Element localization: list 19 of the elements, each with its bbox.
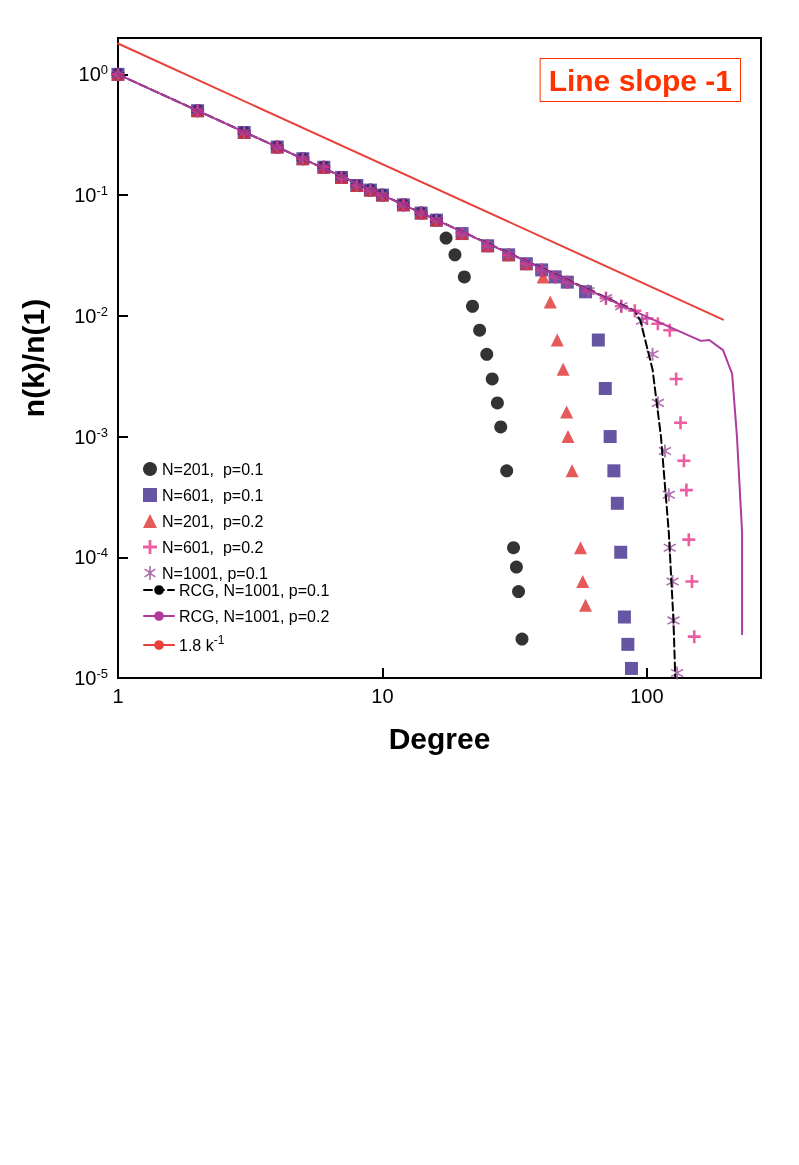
legend-label: RCG, N=1001, p=0.1: [179, 581, 330, 599]
legend-label: N=601, p=0.2: [162, 538, 264, 556]
y-tick-label: 10$^{0}$: [78, 61, 108, 86]
y-tick-label: 10$^{-1}$: [74, 182, 108, 207]
y-tick-label: 10$^{-5}$: [74, 665, 108, 689]
legend-label: RCG, N=1001, p=0.2: [179, 607, 330, 625]
annotation: Line slope -1: [548, 63, 733, 97]
legend-label: N=601, p=0.1: [162, 486, 264, 504]
x-axis-title: Degree: [388, 721, 491, 755]
legend-label: N=201, p=0.2: [162, 512, 264, 530]
x-tick-label: 10: [371, 685, 394, 707]
x-tick-label: 1: [112, 685, 124, 707]
y-tick-label: 10$^{-4}$: [74, 544, 108, 569]
legend-label: N=1001, p=0.1: [162, 564, 268, 582]
x-tick-label: 100: [630, 685, 664, 707]
y-tick-label: 10$^{-2}$: [74, 303, 108, 327]
y-tick-label: 10$^{-3}$: [74, 424, 108, 448]
legend-label: N=201, p=0.1: [162, 460, 264, 478]
y-axis-title: n(k)/n(1): [16, 298, 50, 418]
